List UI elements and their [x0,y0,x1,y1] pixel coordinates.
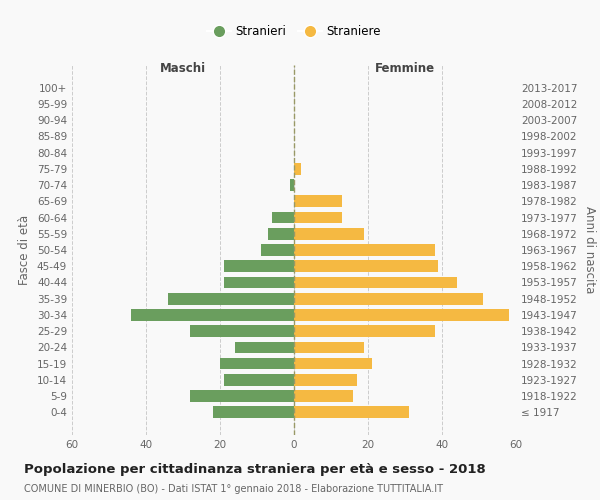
Bar [220,358,294,370]
Bar [294,212,342,224]
Legend: Stranieri, Straniere: Stranieri, Straniere [202,20,386,43]
Bar [260,244,294,256]
Bar [294,293,482,304]
Bar [294,390,353,402]
Bar [272,212,294,224]
Bar [190,390,294,402]
Text: Femmine: Femmine [375,62,435,74]
Bar [235,342,294,353]
Bar [294,374,357,386]
Y-axis label: Anni di nascita: Anni di nascita [583,206,596,294]
Bar [294,358,372,370]
Bar [294,228,364,239]
Text: Maschi: Maschi [160,62,206,74]
Bar [290,179,294,191]
Bar [224,276,294,288]
Bar [294,196,342,207]
Bar [224,374,294,386]
Bar [168,293,294,304]
Bar [294,276,457,288]
Text: COMUNE DI MINERBIO (BO) - Dati ISTAT 1° gennaio 2018 - Elaborazione TUTTITALIA.I: COMUNE DI MINERBIO (BO) - Dati ISTAT 1° … [24,484,443,494]
Bar [212,406,294,418]
Y-axis label: Fasce di età: Fasce di età [19,215,31,285]
Bar [294,326,434,337]
Bar [294,244,434,256]
Bar [294,406,409,418]
Bar [131,309,294,321]
Bar [294,309,509,321]
Text: Popolazione per cittadinanza straniera per età e sesso - 2018: Popolazione per cittadinanza straniera p… [24,462,486,475]
Bar [190,326,294,337]
Bar [294,342,364,353]
Bar [224,260,294,272]
Bar [294,163,301,174]
Bar [294,260,438,272]
Bar [268,228,294,239]
